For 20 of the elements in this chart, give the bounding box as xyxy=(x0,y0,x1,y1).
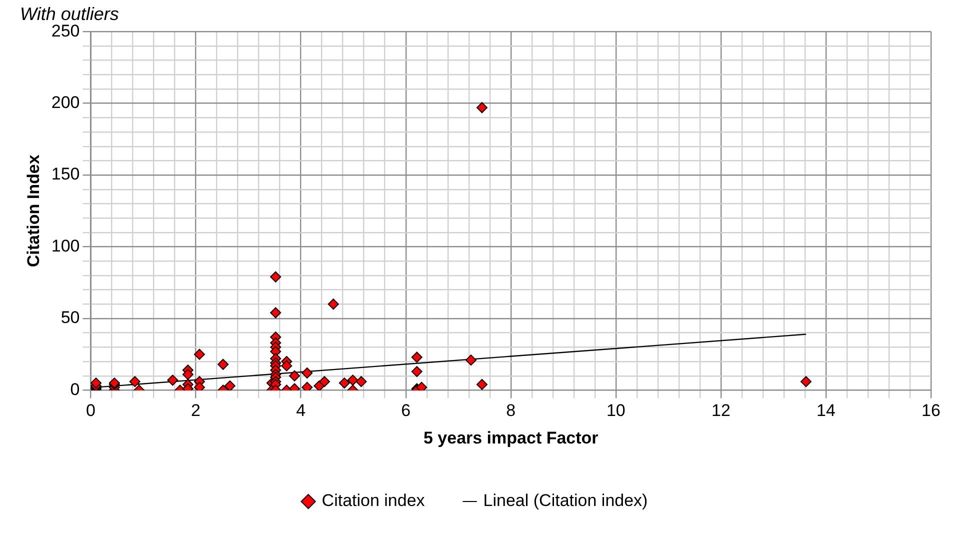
x-tick-label: 14 xyxy=(816,401,836,420)
x-tick-label: 16 xyxy=(922,401,940,420)
y-tick-label: 150 xyxy=(51,164,80,184)
x-axis-title: 5 years impact Factor xyxy=(423,428,599,448)
legend-label: Citation index xyxy=(322,491,426,510)
x-tick-label: 10 xyxy=(606,401,626,420)
x-tick-label: 4 xyxy=(296,401,306,420)
y-tick-label: 0 xyxy=(70,380,80,399)
y-tick-label: 200 xyxy=(51,93,80,112)
x-tick-label: 0 xyxy=(86,401,96,420)
y-tick-label: 250 xyxy=(51,21,80,40)
x-tick-label: 8 xyxy=(506,401,516,420)
chart-title: With outliers xyxy=(20,4,119,24)
x-tick-label: 6 xyxy=(401,401,411,420)
legend-label: Lineal (Citation index) xyxy=(483,491,648,510)
y-axis-title: Citation Index xyxy=(24,154,43,268)
y-tick-label: 50 xyxy=(60,308,80,328)
x-tick-label: 2 xyxy=(191,401,201,420)
y-tick-label: 100 xyxy=(51,236,80,256)
x-tick-label: 12 xyxy=(711,401,730,420)
